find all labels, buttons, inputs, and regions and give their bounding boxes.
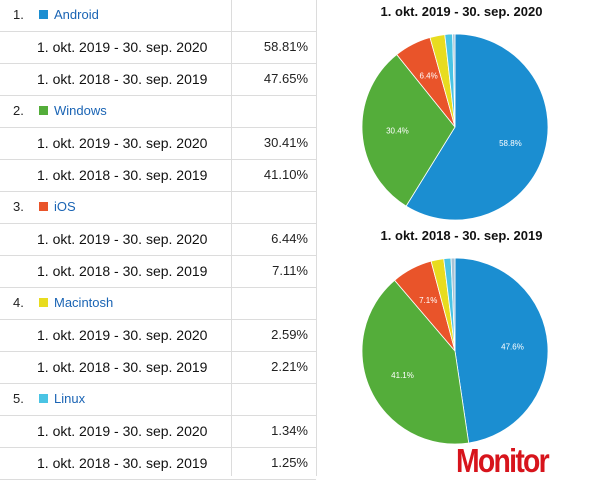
- table-right-border: [316, 0, 317, 476]
- period-label: 1. okt. 2019 - 30. sep. 2020: [37, 135, 208, 151]
- table-row: 1. okt. 2018 - 30. sep. 2019 47.65%: [0, 64, 316, 96]
- os-rank: 2.: [13, 103, 24, 118]
- table-row: 1. okt. 2018 - 30. sep. 2019 1.25%: [0, 448, 316, 480]
- legend-swatch: [39, 106, 48, 115]
- os-name-link[interactable]: iOS: [54, 199, 76, 214]
- legend-swatch: [39, 202, 48, 211]
- period-label: 1. okt. 2019 - 30. sep. 2020: [37, 327, 208, 343]
- table-row: 1. okt. 2019 - 30. sep. 2020 58.81%: [0, 32, 316, 64]
- share-value: 7.11%: [272, 263, 308, 278]
- pie-slice-label: 30.4%: [386, 127, 409, 136]
- pie-slice-other: [452, 33, 456, 128]
- period-label: 1. okt. 2019 - 30. sep. 2020: [37, 423, 208, 439]
- pie-slice-label: 58.8%: [499, 139, 522, 148]
- os-group-header: 2. Windows: [0, 96, 316, 128]
- share-value: 1.25%: [271, 455, 308, 470]
- os-name-link[interactable]: Android: [54, 7, 99, 22]
- pie-slice-label: 47.6%: [501, 343, 524, 352]
- share-value: 47.65%: [263, 71, 308, 86]
- os-group-header: 1. Android: [0, 0, 316, 32]
- pie-slice-android: [454, 257, 549, 444]
- os-name-link[interactable]: Macintosh: [54, 295, 114, 310]
- table-row: 1. okt. 2018 - 30. sep. 2019 41.10%: [0, 160, 316, 192]
- share-value: 1.34%: [271, 423, 308, 438]
- pie-slice-other: [450, 257, 456, 352]
- period-label: 1. okt. 2019 - 30. sep. 2020: [37, 231, 208, 247]
- period-label: 1. okt. 2018 - 30. sep. 2019: [37, 455, 208, 471]
- legend-swatch: [39, 394, 48, 403]
- pie-slice-label: 7.1%: [419, 296, 437, 305]
- legend-swatch: [39, 298, 48, 307]
- os-rank: 5.: [13, 391, 24, 406]
- share-value: 30.41%: [263, 135, 308, 150]
- os-name-link[interactable]: Linux: [54, 391, 86, 406]
- share-value: 41.10%: [263, 167, 308, 182]
- table-row: 1. okt. 2018 - 30. sep. 2019 2.21%: [0, 352, 316, 384]
- pie-title-2020: 1. okt. 2019 - 30. sep. 2020: [380, 4, 543, 19]
- table-row: 1. okt. 2019 - 30. sep. 2020 6.44%: [0, 224, 316, 256]
- os-group-header: 4. Macintosh: [0, 288, 316, 320]
- column-divider: [231, 0, 232, 476]
- table-row: 1. okt. 2018 - 30. sep. 2019 7.11%: [0, 256, 316, 288]
- table-row: 1. okt. 2019 - 30. sep. 2020 1.34%: [0, 416, 316, 448]
- legend-swatch: [39, 10, 48, 19]
- os-group-header: 3. iOS: [0, 192, 316, 224]
- pie-chart-2019: 47.6% 41.1% 7.1%: [361, 257, 549, 445]
- period-label: 1. okt. 2018 - 30. sep. 2019: [37, 359, 208, 375]
- monitor-logo: Monitor: [456, 442, 550, 479]
- pie-chart-2020: 58.8% 30.4% 6.4%: [361, 33, 549, 221]
- pie-slice-android: [405, 33, 549, 221]
- pie-slice-label: 6.4%: [420, 72, 438, 81]
- share-value: 2.59%: [271, 327, 308, 342]
- share-value: 58.81%: [263, 39, 308, 54]
- os-rank: 4.: [13, 295, 24, 310]
- period-label: 1. okt. 2018 - 30. sep. 2019: [37, 71, 208, 87]
- share-value: 6.44%: [271, 231, 308, 246]
- pie-slice-label: 41.1%: [391, 371, 414, 380]
- os-group-header: 5. Linux: [0, 384, 316, 416]
- share-value: 2.21%: [271, 359, 308, 374]
- table-row: 1. okt. 2019 - 30. sep. 2020 30.41%: [0, 128, 316, 160]
- period-label: 1. okt. 2018 - 30. sep. 2019: [37, 263, 208, 279]
- pie-slice-windows: [361, 279, 470, 445]
- period-label: 1. okt. 2018 - 30. sep. 2019: [37, 167, 208, 183]
- os-rank: 1.: [13, 7, 24, 22]
- table-row: 1. okt. 2019 - 30. sep. 2020 2.59%: [0, 320, 316, 352]
- os-share-table: 1. Android 1. okt. 2019 - 30. sep. 2020 58.…: [0, 0, 317, 480]
- pie-slice-windows: [361, 53, 456, 207]
- period-label: 1. okt. 2019 - 30. sep. 2020: [37, 39, 208, 55]
- os-name-link[interactable]: Windows: [54, 103, 107, 118]
- os-rank: 3.: [13, 199, 24, 214]
- pie-title-2019: 1. okt. 2018 - 30. sep. 2019: [380, 228, 543, 243]
